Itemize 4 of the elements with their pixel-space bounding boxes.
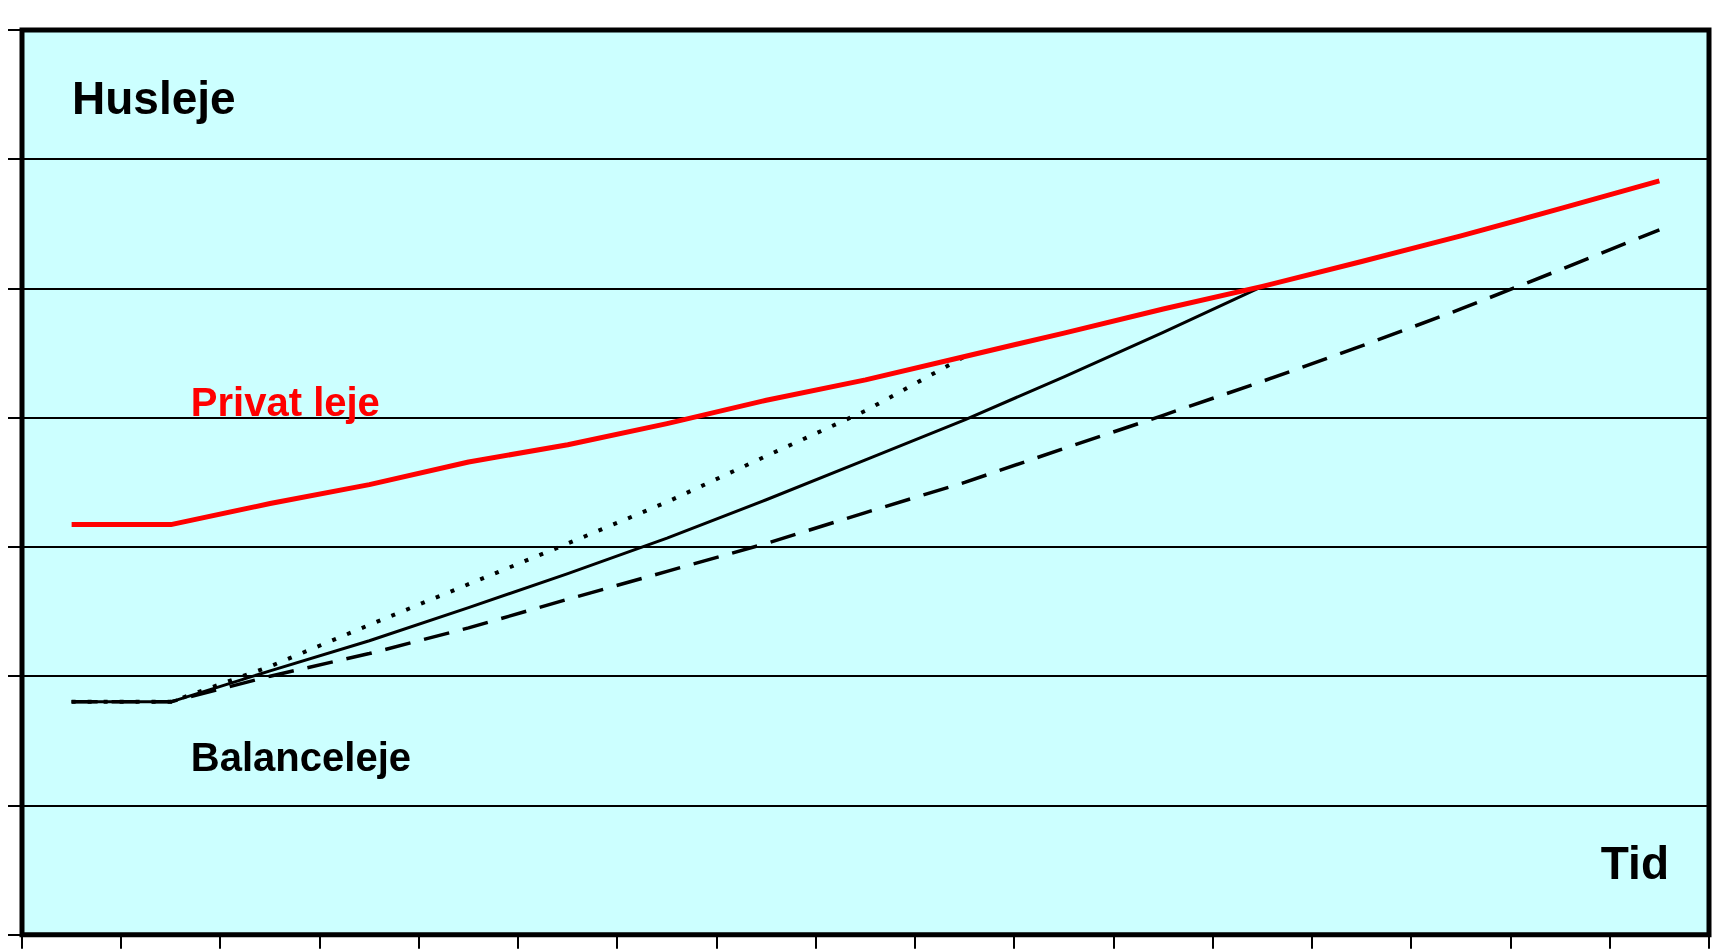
x-axis-title: Tid (1600, 837, 1669, 890)
series-label: Privat leje (190, 379, 380, 424)
series-label: Balanceleje (190, 734, 411, 779)
y-axis-title: Husleje (72, 71, 236, 124)
